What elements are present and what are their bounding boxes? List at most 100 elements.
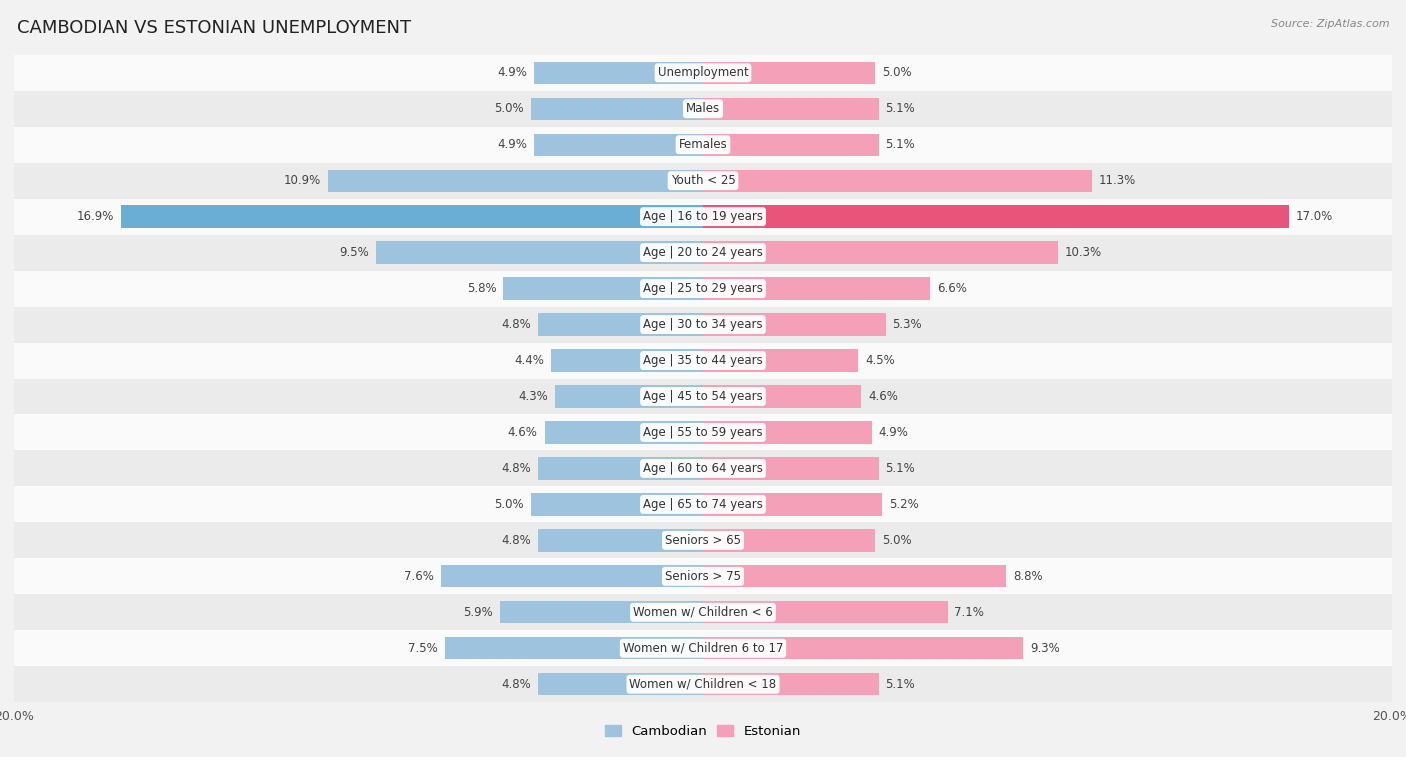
- Bar: [703, 170, 1092, 192]
- Text: 5.8%: 5.8%: [467, 282, 496, 295]
- Bar: [375, 241, 703, 263]
- Text: 4.9%: 4.9%: [879, 426, 908, 439]
- Bar: [14, 559, 1392, 594]
- Text: 8.8%: 8.8%: [1012, 570, 1043, 583]
- Text: 6.6%: 6.6%: [938, 282, 967, 295]
- Bar: [328, 170, 703, 192]
- Text: 4.6%: 4.6%: [508, 426, 537, 439]
- Text: Females: Females: [679, 139, 727, 151]
- Text: Women w/ Children < 18: Women w/ Children < 18: [630, 678, 776, 690]
- Text: 5.0%: 5.0%: [495, 102, 524, 115]
- Text: 5.1%: 5.1%: [886, 102, 915, 115]
- Bar: [703, 313, 886, 335]
- Text: Women w/ Children 6 to 17: Women w/ Children 6 to 17: [623, 642, 783, 655]
- Bar: [14, 415, 1392, 450]
- Bar: [537, 529, 703, 552]
- Bar: [703, 673, 879, 696]
- Text: 16.9%: 16.9%: [76, 210, 114, 223]
- Text: 4.8%: 4.8%: [501, 534, 531, 547]
- Bar: [14, 126, 1392, 163]
- Text: Age | 30 to 34 years: Age | 30 to 34 years: [643, 318, 763, 331]
- Bar: [555, 385, 703, 407]
- Bar: [14, 91, 1392, 126]
- Text: 5.1%: 5.1%: [886, 678, 915, 690]
- Bar: [14, 666, 1392, 702]
- Bar: [14, 235, 1392, 270]
- Text: Seniors > 75: Seniors > 75: [665, 570, 741, 583]
- Text: Age | 25 to 29 years: Age | 25 to 29 years: [643, 282, 763, 295]
- Bar: [14, 631, 1392, 666]
- Bar: [14, 163, 1392, 198]
- Bar: [703, 637, 1024, 659]
- Text: 4.9%: 4.9%: [498, 139, 527, 151]
- Text: 4.8%: 4.8%: [501, 318, 531, 331]
- Text: Age | 60 to 64 years: Age | 60 to 64 years: [643, 462, 763, 475]
- Text: 10.3%: 10.3%: [1064, 246, 1102, 259]
- Bar: [14, 378, 1392, 415]
- Text: Age | 35 to 44 years: Age | 35 to 44 years: [643, 354, 763, 367]
- Text: 5.0%: 5.0%: [882, 534, 911, 547]
- Bar: [703, 350, 858, 372]
- Bar: [703, 601, 948, 624]
- Bar: [703, 565, 1007, 587]
- Bar: [14, 487, 1392, 522]
- Bar: [703, 277, 931, 300]
- Text: 5.3%: 5.3%: [893, 318, 922, 331]
- Bar: [531, 494, 703, 516]
- Bar: [703, 205, 1289, 228]
- Bar: [14, 270, 1392, 307]
- Bar: [544, 422, 703, 444]
- Bar: [537, 673, 703, 696]
- Bar: [121, 205, 703, 228]
- Bar: [444, 637, 703, 659]
- Text: 11.3%: 11.3%: [1099, 174, 1136, 187]
- Bar: [703, 133, 879, 156]
- Text: Age | 55 to 59 years: Age | 55 to 59 years: [643, 426, 763, 439]
- Bar: [551, 350, 703, 372]
- Bar: [534, 61, 703, 84]
- Text: 4.8%: 4.8%: [501, 678, 531, 690]
- Text: Youth < 25: Youth < 25: [671, 174, 735, 187]
- Text: Women w/ Children < 6: Women w/ Children < 6: [633, 606, 773, 618]
- Text: 5.9%: 5.9%: [463, 606, 494, 618]
- Text: 10.9%: 10.9%: [284, 174, 321, 187]
- Bar: [703, 529, 875, 552]
- Text: 7.5%: 7.5%: [408, 642, 437, 655]
- Legend: Cambodian, Estonian: Cambodian, Estonian: [599, 719, 807, 743]
- Bar: [503, 277, 703, 300]
- Bar: [14, 522, 1392, 559]
- Text: Age | 45 to 54 years: Age | 45 to 54 years: [643, 390, 763, 403]
- Text: 7.6%: 7.6%: [405, 570, 434, 583]
- Text: 9.5%: 9.5%: [339, 246, 368, 259]
- Bar: [534, 133, 703, 156]
- Text: Source: ZipAtlas.com: Source: ZipAtlas.com: [1271, 19, 1389, 29]
- Text: 5.2%: 5.2%: [889, 498, 918, 511]
- Bar: [14, 198, 1392, 235]
- Bar: [537, 457, 703, 480]
- Bar: [703, 385, 862, 407]
- Text: 7.1%: 7.1%: [955, 606, 984, 618]
- Bar: [531, 98, 703, 120]
- Text: 5.1%: 5.1%: [886, 139, 915, 151]
- Text: 5.0%: 5.0%: [882, 67, 911, 79]
- Bar: [703, 494, 882, 516]
- Text: 4.9%: 4.9%: [498, 67, 527, 79]
- Bar: [14, 55, 1392, 91]
- Bar: [441, 565, 703, 587]
- Bar: [703, 241, 1057, 263]
- Bar: [14, 307, 1392, 342]
- Text: Unemployment: Unemployment: [658, 67, 748, 79]
- Bar: [14, 342, 1392, 378]
- Bar: [703, 61, 875, 84]
- Bar: [14, 594, 1392, 631]
- Bar: [537, 313, 703, 335]
- Text: Age | 65 to 74 years: Age | 65 to 74 years: [643, 498, 763, 511]
- Text: 4.5%: 4.5%: [865, 354, 894, 367]
- Text: CAMBODIAN VS ESTONIAN UNEMPLOYMENT: CAMBODIAN VS ESTONIAN UNEMPLOYMENT: [17, 19, 411, 37]
- Bar: [14, 450, 1392, 487]
- Text: 5.1%: 5.1%: [886, 462, 915, 475]
- Bar: [499, 601, 703, 624]
- Text: Age | 16 to 19 years: Age | 16 to 19 years: [643, 210, 763, 223]
- Text: Seniors > 65: Seniors > 65: [665, 534, 741, 547]
- Text: Age | 20 to 24 years: Age | 20 to 24 years: [643, 246, 763, 259]
